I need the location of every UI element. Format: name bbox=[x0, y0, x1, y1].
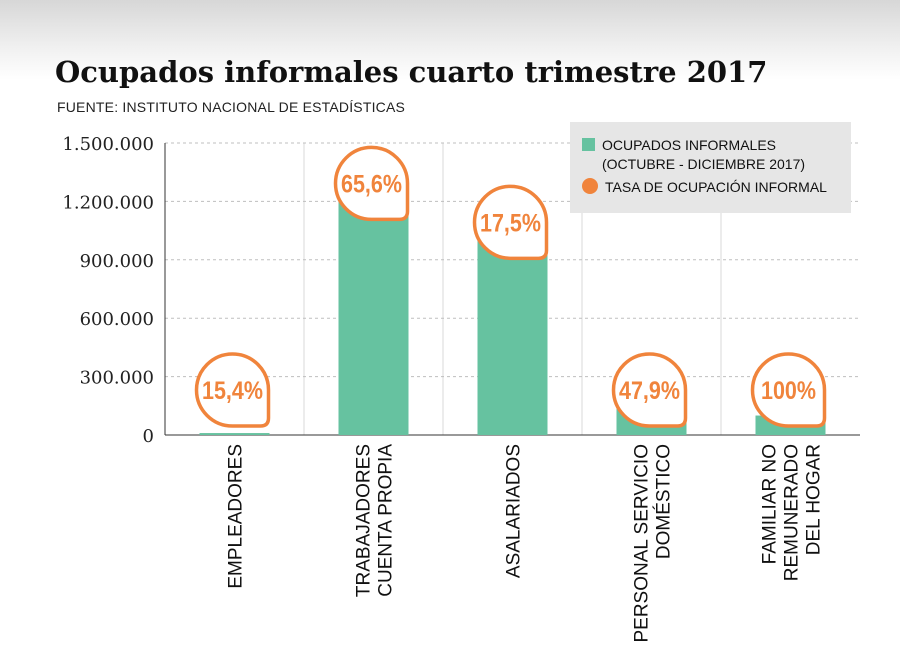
legend-label-period: (OCTUBRE - DICIEMBRE 2017) bbox=[602, 156, 806, 172]
bar-2 bbox=[338, 201, 409, 435]
chart-source: FUENTE: INSTITUTO NACIONAL DE ESTADÍSTIC… bbox=[57, 99, 406, 115]
rate-bubble-2 bbox=[333, 145, 410, 222]
y-tick-label: 600.000 bbox=[80, 309, 154, 330]
legend-dot-orange bbox=[582, 178, 598, 194]
bar-1 bbox=[199, 433, 270, 435]
category-label-1: EMPLEADORES bbox=[226, 444, 247, 589]
category-label-4: PERSONAL SERVICIO bbox=[632, 444, 653, 643]
rate-bubble-5 bbox=[750, 352, 827, 428]
rate-label-1: 15,4% bbox=[202, 376, 263, 404]
rate-bubble-1 bbox=[194, 352, 271, 428]
y-tick-label: 1.200.000 bbox=[62, 192, 154, 213]
rate-label-3: 17,5% bbox=[480, 209, 541, 237]
legend-item-ocupados: OCUPADOS INFORMALES (OCTUBRE - DICIEMBRE… bbox=[582, 136, 805, 174]
rate-label-4: 47,9% bbox=[619, 376, 680, 404]
y-tick-label: 300.000 bbox=[80, 368, 154, 389]
legend-label-tasa: TASA DE OCUPACIÓN INFORMAL bbox=[605, 179, 827, 195]
rate-bubble-4 bbox=[611, 352, 688, 428]
y-tick-label: 900.000 bbox=[80, 251, 154, 272]
category-label-4: DOMÉSTICO bbox=[654, 444, 675, 559]
category-label-2: CUENTA PROPIA bbox=[376, 444, 397, 597]
legend: OCUPADOS INFORMALES (OCTUBRE - DICIEMBRE… bbox=[570, 122, 851, 213]
category-label-5: REMUNERADO bbox=[782, 444, 803, 581]
legend-label-ocupados: OCUPADOS INFORMALES bbox=[602, 137, 776, 153]
bar-3 bbox=[477, 240, 548, 435]
rate-label-5: 100% bbox=[761, 376, 816, 404]
y-tick-label: 1.500.000 bbox=[62, 134, 154, 155]
rate-bubble-3 bbox=[472, 184, 549, 261]
y-tick-label: 0 bbox=[143, 426, 154, 447]
category-label-2: TRABAJADORES bbox=[354, 444, 375, 597]
legend-swatch-green bbox=[582, 138, 595, 151]
category-label-5: FAMILIAR NO bbox=[760, 444, 781, 564]
category-label-5: DEL HOGAR bbox=[804, 444, 825, 555]
rate-label-2: 65,6% bbox=[341, 170, 402, 198]
legend-item-tasa: TASA DE OCUPACIÓN INFORMAL bbox=[582, 178, 827, 197]
chart-title: Ocupados informales cuarto trimestre 201… bbox=[55, 55, 768, 89]
category-label-3: ASALARIADOS bbox=[504, 444, 525, 578]
